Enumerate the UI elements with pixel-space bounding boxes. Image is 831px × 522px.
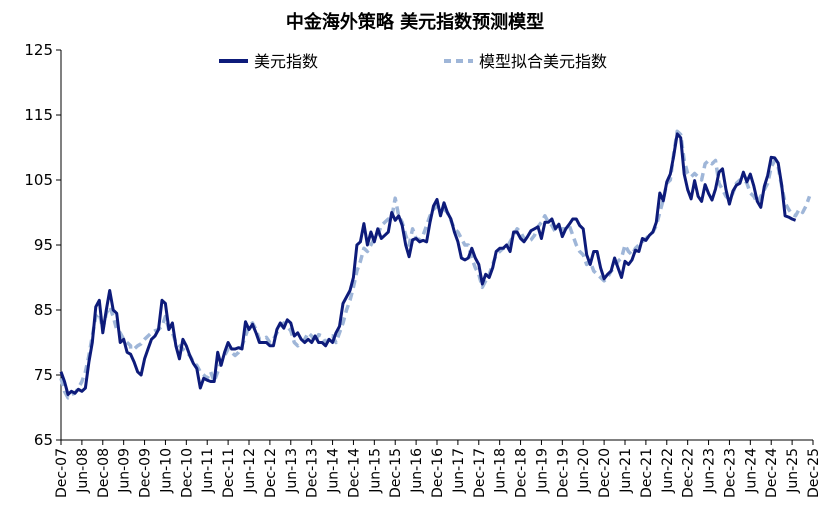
x-tick-label: Jun-08 bbox=[75, 448, 91, 494]
x-tick-label: Jun-13 bbox=[284, 448, 300, 494]
x-tick-label: Jun-25 bbox=[785, 448, 801, 494]
y-tick-label: 75 bbox=[34, 366, 53, 384]
x-tick-label: Jun-22 bbox=[660, 448, 676, 494]
y-tick-label: 125 bbox=[24, 41, 53, 59]
x-tick-label: Dec-18 bbox=[514, 448, 530, 498]
x-tick-label: Jun-23 bbox=[702, 448, 718, 494]
x-tick-label: Jun-10 bbox=[158, 448, 174, 494]
legend-label-model: 模型拟合美元指数 bbox=[479, 52, 607, 71]
x-tick-label: Dec-10 bbox=[179, 448, 195, 498]
y-tick-label: 115 bbox=[24, 106, 53, 124]
x-tick-label: Dec-22 bbox=[681, 448, 697, 498]
x-tick-label: Jun-20 bbox=[576, 448, 592, 494]
y-tick-label: 105 bbox=[24, 171, 53, 189]
x-tick-label: Dec-16 bbox=[430, 448, 446, 498]
x-tick-label: Jun-21 bbox=[618, 448, 634, 494]
x-tick-label: Jun-17 bbox=[451, 448, 467, 494]
x-tick-label: Dec-17 bbox=[472, 448, 488, 498]
x-tick-label: Dec-09 bbox=[138, 448, 154, 498]
x-tick-label: Jun-15 bbox=[367, 448, 383, 494]
series-layer bbox=[59, 129, 812, 400]
x-tick-label: Dec-11 bbox=[221, 448, 237, 498]
x-tick-label: Jun-24 bbox=[743, 448, 759, 494]
x-tick-label: Jun-18 bbox=[493, 448, 509, 494]
series-line-model bbox=[59, 129, 812, 400]
x-tick-label: Dec-12 bbox=[263, 448, 279, 498]
x-tick-label: Dec-24 bbox=[764, 448, 780, 498]
legend: 美元指数 模型拟合美元指数 bbox=[219, 52, 607, 71]
x-tick-label: Dec-19 bbox=[555, 448, 571, 498]
y-tick-label: 95 bbox=[34, 236, 53, 254]
x-tick-label: Jun-12 bbox=[242, 448, 258, 494]
x-tick-label: Jun-19 bbox=[534, 448, 550, 494]
x-tick-label: Dec-23 bbox=[722, 448, 738, 498]
series-line-actual bbox=[59, 132, 797, 396]
y-tick-label: 85 bbox=[34, 301, 53, 319]
x-axis-ticks: Dec-07 Jun-08 Dec-08 Jun-09 Dec-09 Jun-10 Dec-… bbox=[54, 440, 822, 498]
x-tick-label: Dec-21 bbox=[639, 448, 655, 498]
x-tick-label: Dec-25 bbox=[806, 448, 822, 498]
chart-title: 中金海外策略 美元指数预测模型 bbox=[286, 11, 544, 33]
y-axis-ticks: 65 75 85 95 105 115 125 bbox=[24, 41, 61, 449]
x-tick-label: Dec-13 bbox=[305, 448, 321, 498]
x-tick-label: Jun-09 bbox=[117, 448, 133, 494]
y-tick-label: 65 bbox=[34, 431, 53, 449]
legend-label-actual: 美元指数 bbox=[254, 52, 318, 71]
x-tick-label: Dec-08 bbox=[96, 448, 112, 498]
axes bbox=[60, 50, 813, 441]
x-tick-label: Dec-15 bbox=[388, 448, 404, 498]
x-tick-label: Dec-14 bbox=[346, 448, 362, 498]
x-tick-label: Jun-11 bbox=[200, 448, 216, 494]
x-tick-label: Dec-07 bbox=[54, 448, 70, 498]
x-tick-label: Jun-14 bbox=[326, 448, 342, 494]
x-tick-label: Dec-20 bbox=[597, 448, 613, 498]
x-tick-label: Jun-16 bbox=[409, 448, 425, 494]
